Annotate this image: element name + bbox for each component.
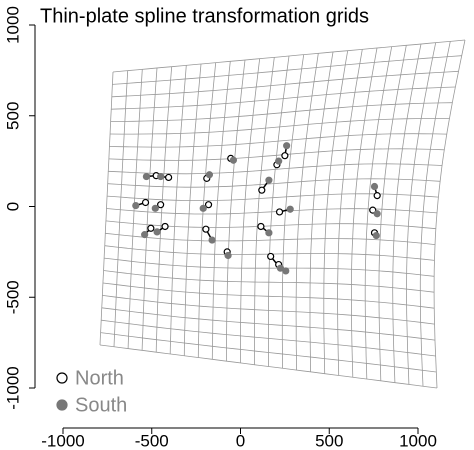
grid-line bbox=[102, 295, 435, 325]
y-tick-label: -1000 bbox=[3, 366, 22, 409]
grid-line bbox=[295, 53, 319, 371]
point bbox=[265, 229, 273, 237]
point bbox=[281, 152, 289, 160]
point bbox=[141, 231, 149, 239]
grid-line bbox=[113, 70, 129, 347]
point bbox=[373, 192, 381, 200]
point bbox=[153, 228, 161, 236]
point bbox=[229, 156, 237, 164]
grid-line bbox=[104, 257, 435, 277]
grid-line bbox=[100, 332, 437, 373]
point bbox=[265, 176, 273, 184]
grid-line bbox=[102, 282, 435, 309]
grid-line bbox=[112, 39, 466, 73]
y-tick-label: -500 bbox=[3, 280, 22, 314]
point bbox=[275, 208, 284, 216]
grid-line bbox=[101, 319, 436, 357]
point bbox=[283, 142, 291, 150]
grid-line bbox=[99, 344, 438, 389]
point bbox=[286, 205, 294, 213]
chart-title: Thin-plate spline transformation grids bbox=[40, 5, 369, 27]
point bbox=[199, 204, 207, 212]
grid-line bbox=[226, 59, 246, 362]
point bbox=[157, 201, 165, 209]
legend-marker bbox=[56, 372, 68, 384]
point bbox=[151, 204, 159, 212]
spline-grid bbox=[99, 39, 466, 389]
point bbox=[373, 210, 381, 218]
grid-line bbox=[183, 63, 202, 356]
x-tick-label: -500 bbox=[135, 431, 169, 450]
grid-line bbox=[101, 307, 436, 341]
grid-line bbox=[109, 118, 450, 135]
point bbox=[142, 172, 151, 181]
point bbox=[147, 224, 155, 232]
grid-line bbox=[309, 51, 334, 372]
grid-line bbox=[169, 65, 187, 355]
point bbox=[370, 182, 379, 191]
point bbox=[141, 198, 150, 207]
point bbox=[369, 206, 377, 214]
point bbox=[157, 172, 165, 181]
grid-line bbox=[240, 58, 261, 363]
x-tick-label: 0 bbox=[236, 431, 245, 450]
grid-line bbox=[419, 41, 451, 387]
point bbox=[205, 171, 214, 179]
grid-line bbox=[109, 133, 447, 148]
grid-line bbox=[108, 148, 445, 161]
point bbox=[165, 173, 173, 182]
legend-marker bbox=[56, 399, 68, 411]
grid-line bbox=[281, 54, 305, 369]
x-tick-label: 1000 bbox=[399, 431, 437, 450]
grid-line bbox=[337, 49, 363, 376]
point bbox=[372, 231, 380, 240]
x-tick-label: -1000 bbox=[41, 431, 84, 450]
grid-line bbox=[253, 57, 275, 365]
point bbox=[132, 201, 140, 210]
point bbox=[257, 222, 265, 231]
point bbox=[224, 251, 232, 260]
y-tick-label: 1000 bbox=[3, 6, 22, 44]
point bbox=[282, 267, 290, 275]
point bbox=[275, 157, 283, 165]
x-tick-label: 500 bbox=[315, 431, 343, 450]
point bbox=[267, 252, 275, 261]
point bbox=[202, 225, 210, 233]
point bbox=[258, 186, 266, 194]
grid-line bbox=[108, 163, 443, 175]
point bbox=[204, 201, 213, 209]
grid-line bbox=[105, 220, 436, 230]
grid-line bbox=[107, 178, 441, 188]
grid-line bbox=[323, 50, 349, 374]
grid-line bbox=[103, 270, 435, 293]
grid-line bbox=[433, 39, 466, 389]
grid-line bbox=[111, 86, 456, 110]
grid-line bbox=[112, 55, 462, 85]
point bbox=[208, 236, 216, 244]
grid-line bbox=[105, 232, 436, 245]
y-tick-label: 500 bbox=[3, 102, 22, 130]
grid-line bbox=[110, 102, 453, 122]
grid-line bbox=[211, 61, 231, 360]
grid-line bbox=[106, 208, 438, 215]
grid-line bbox=[107, 193, 439, 201]
legend-label: South bbox=[75, 394, 127, 416]
grid-line bbox=[111, 70, 459, 98]
legend-label: North bbox=[75, 367, 124, 389]
point bbox=[161, 222, 169, 231]
y-tick-label: 0 bbox=[3, 202, 22, 211]
